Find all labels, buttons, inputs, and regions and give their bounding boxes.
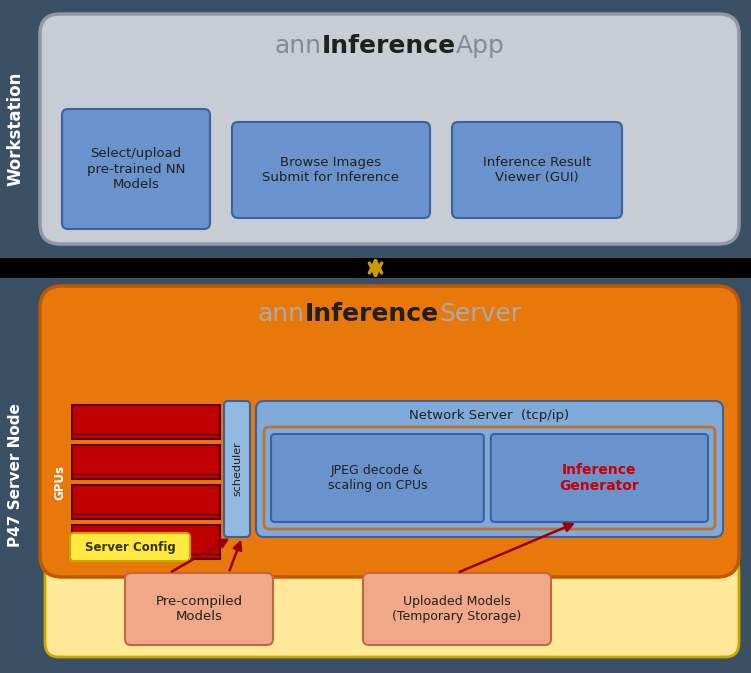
FancyBboxPatch shape — [45, 557, 739, 657]
Text: P47 Server Node: P47 Server Node — [8, 404, 23, 547]
FancyBboxPatch shape — [363, 573, 551, 645]
Text: JPEG decode &
scaling on CPUs: JPEG decode & scaling on CPUs — [327, 464, 427, 492]
Text: App: App — [456, 34, 505, 58]
Bar — [0, 258, 751, 278]
FancyBboxPatch shape — [232, 122, 430, 218]
FancyBboxPatch shape — [452, 122, 622, 218]
FancyBboxPatch shape — [70, 533, 190, 561]
Bar — [72, 525, 220, 559]
FancyBboxPatch shape — [491, 434, 708, 522]
FancyBboxPatch shape — [62, 109, 210, 229]
Text: Inference
Generator: Inference Generator — [559, 463, 639, 493]
Text: Inference: Inference — [321, 34, 456, 58]
Text: ann: ann — [258, 302, 305, 326]
Text: Inference: Inference — [305, 302, 439, 326]
FancyBboxPatch shape — [40, 286, 739, 577]
Bar — [72, 485, 220, 519]
Text: Uploaded Models
(Temporary Storage): Uploaded Models (Temporary Storage) — [392, 595, 522, 623]
FancyBboxPatch shape — [40, 14, 739, 244]
FancyBboxPatch shape — [264, 427, 715, 529]
Text: Inference Result
Viewer (GUI): Inference Result Viewer (GUI) — [483, 156, 591, 184]
Bar — [72, 445, 220, 479]
Text: Select/upload
pre-trained NN
Models: Select/upload pre-trained NN Models — [87, 147, 185, 190]
Text: scheduler: scheduler — [232, 441, 242, 497]
Text: ann: ann — [275, 34, 321, 58]
Text: Workstation: Workstation — [7, 72, 25, 186]
Bar — [72, 405, 220, 439]
FancyBboxPatch shape — [256, 401, 723, 537]
FancyBboxPatch shape — [271, 434, 484, 522]
Text: Network Server  (tcp/ip): Network Server (tcp/ip) — [409, 409, 569, 421]
Text: GPUs: GPUs — [53, 464, 67, 499]
Text: Server Config: Server Config — [85, 540, 176, 553]
Text: Server: Server — [439, 302, 521, 326]
Text: Pre-compiled
Models: Pre-compiled Models — [155, 595, 243, 623]
Text: Browse Images
Submit for Inference: Browse Images Submit for Inference — [263, 156, 400, 184]
FancyBboxPatch shape — [125, 573, 273, 645]
FancyBboxPatch shape — [224, 401, 250, 537]
